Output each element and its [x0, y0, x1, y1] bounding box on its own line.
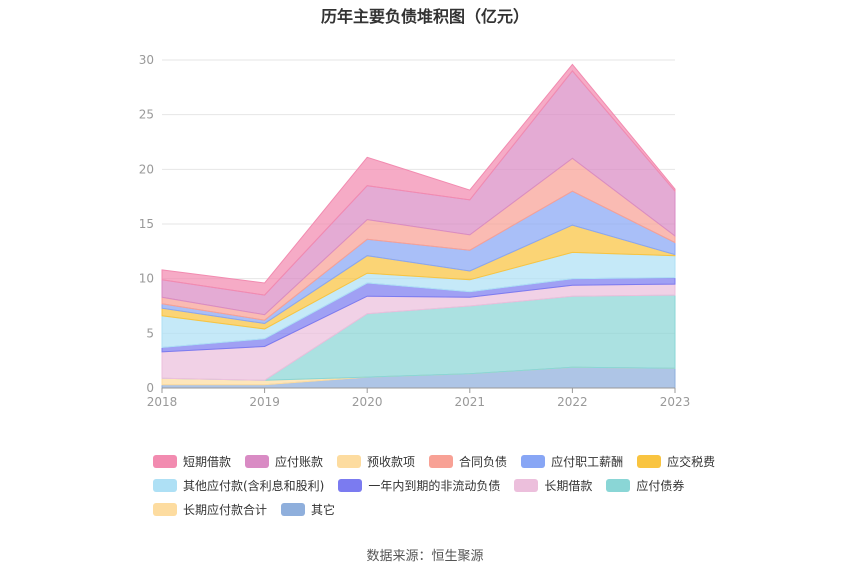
legend-label: 合同负债	[459, 454, 508, 469]
x-tick-label: 2020	[352, 395, 383, 409]
y-tick-label: 0	[146, 381, 154, 395]
legend-row: 其他应付款(含利息和股利) 一年内到期的非流动负债 长期借款 应付债券	[153, 473, 733, 497]
legend-label: 一年内到期的非流动负债	[368, 478, 501, 493]
legend-swatch	[521, 454, 546, 468]
legend-label: 应付债券	[636, 478, 685, 493]
legend-item[interactable]: 一年内到期的非流动负债	[338, 477, 500, 494]
legend-item[interactable]: 合同负债	[429, 453, 507, 470]
chart-legend: 短期借款 应付账款 预收款项 合同负债 应付职工薪酬 应交税费其他应付款(含利息和股利) 一…	[153, 449, 733, 521]
legend-item[interactable]: 短期借款	[153, 453, 231, 470]
x-tick-label: 2022	[557, 395, 588, 409]
legend-item[interactable]: 其他应付款(含利息和股利)	[153, 477, 324, 494]
legend-label: 应付账款	[275, 454, 324, 469]
legend-swatch	[337, 454, 362, 468]
legend-label: 应付职工薪酬	[551, 454, 624, 469]
legend-label: 其他应付款(含利息和股利)	[183, 478, 325, 493]
stacked-area-chart: 0 5 10 15 20 25 30 2018 2019 2020 2021 2022 2023	[139, 53, 691, 409]
legend-item[interactable]: 应付账款	[245, 453, 323, 470]
legend-swatch	[637, 454, 662, 468]
chart-title: 历年主要负债堆积图（亿元）	[320, 7, 529, 26]
legend-item[interactable]: 长期应付款合计	[153, 501, 267, 518]
legend-label: 预收款项	[367, 454, 416, 469]
area-series-11	[161, 63, 676, 296]
legend-swatch	[153, 478, 177, 492]
x-tick-label: 2023	[660, 395, 691, 409]
legend-item[interactable]: 应付债券	[606, 477, 684, 494]
legend-item[interactable]: 预收款项	[337, 453, 415, 470]
x-tick-label: 2019	[249, 395, 280, 409]
legend-swatch	[153, 454, 177, 468]
legend-item[interactable]: 应付职工薪酬	[521, 453, 623, 470]
data-source: 数据来源：恒生聚源	[366, 549, 484, 564]
legend-swatch	[153, 502, 177, 516]
x-tick-label: 2021	[455, 395, 486, 409]
legend-swatch	[514, 478, 539, 492]
legend-swatch	[281, 502, 306, 516]
legend-label: 应交税费	[667, 454, 716, 469]
legend-label: 长期借款	[544, 478, 593, 493]
legend-item[interactable]: 其它	[281, 501, 335, 518]
legend-label: 短期借款	[183, 454, 232, 469]
legend-item[interactable]: 长期借款	[514, 477, 592, 494]
legend-swatch	[606, 478, 631, 492]
legend-swatch	[245, 454, 270, 468]
x-tick-label: 2018	[147, 395, 178, 409]
y-tick-label: 15	[139, 217, 154, 231]
y-tick-label: 20	[139, 162, 154, 176]
y-tick-label: 5	[146, 326, 154, 340]
legend-label: 其它	[311, 502, 336, 517]
legend-row: 长期应付款合计 其它	[153, 497, 733, 521]
legend-label: 长期应付款合计	[183, 502, 268, 517]
y-tick-label: 10	[139, 272, 154, 286]
legend-swatch	[429, 454, 454, 468]
legend-swatch	[338, 478, 363, 492]
y-tick-label: 30	[139, 53, 154, 67]
legend-item[interactable]: 应交税费	[637, 453, 715, 470]
legend-row: 短期借款 应付账款 预收款项 合同负债 应付职工薪酬 应交税费	[153, 449, 733, 473]
y-tick-label: 25	[139, 108, 154, 122]
